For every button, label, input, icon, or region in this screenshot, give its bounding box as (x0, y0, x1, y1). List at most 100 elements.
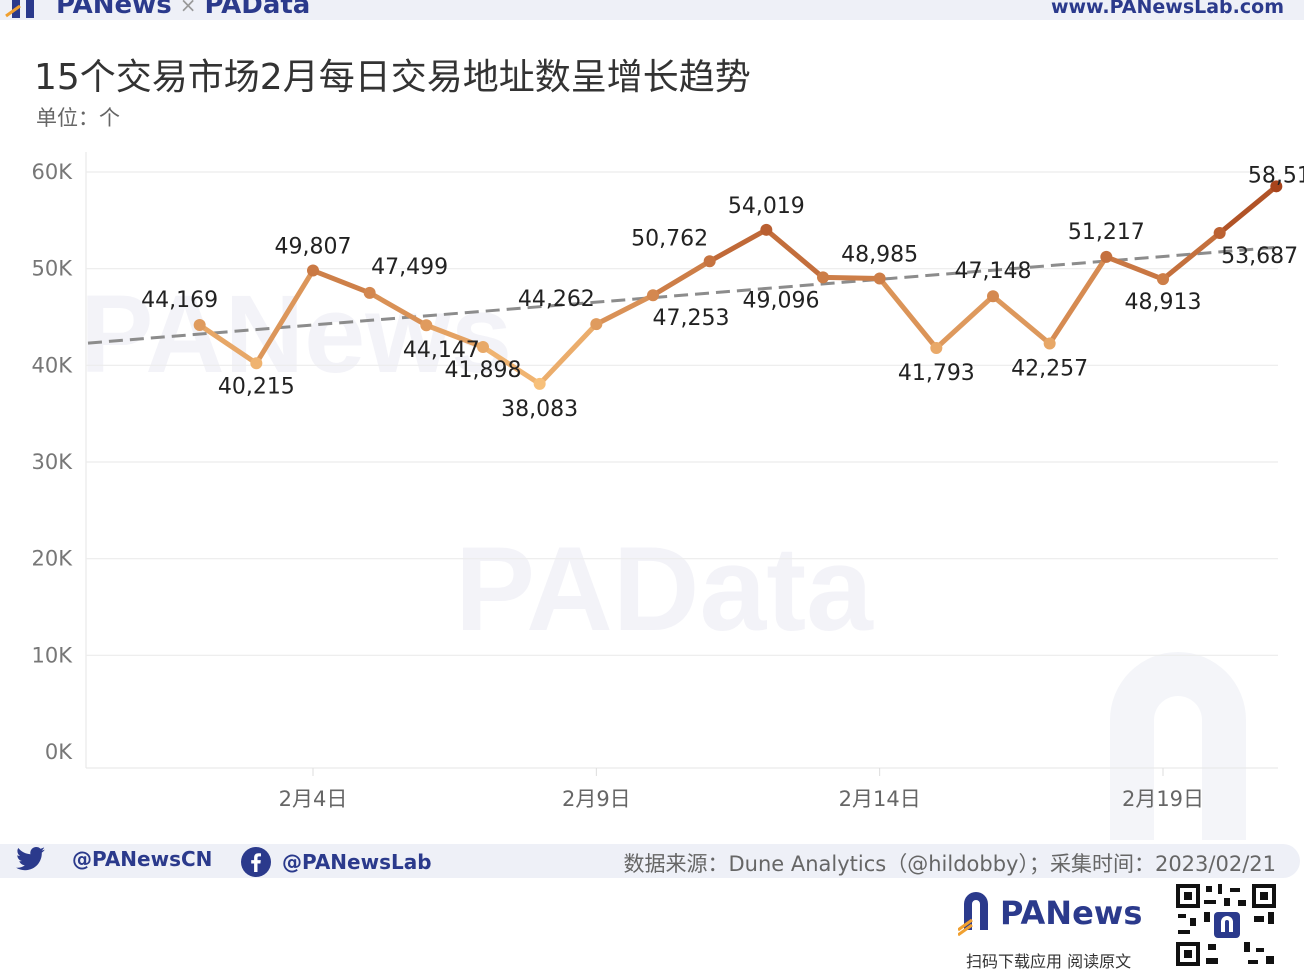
data-label: 48,985 (841, 242, 918, 267)
chart-title: 15个交易市场2月每日交易地址数呈增长趋势 (34, 57, 751, 98)
data-label: 50,762 (631, 226, 708, 251)
data-label: 49,807 (275, 235, 352, 260)
x-tick-label: 2月14日 (839, 787, 921, 811)
brand-header: PANews × PAData (4, 0, 310, 20)
series-segment (990, 293, 1053, 347)
trend-layer (87, 245, 1277, 345)
data-label: 38,083 (501, 397, 578, 422)
data-label: 53,687 (1221, 244, 1298, 269)
facebook-label: @PANewsLab (282, 850, 432, 874)
twitter-icon (16, 847, 45, 871)
brand-separator: × (179, 0, 197, 17)
y-tick-label: 60K (32, 160, 74, 184)
data-source: 数据来源：Dune Analytics（@hildobby）；采集时间：2023… (623, 852, 1276, 876)
twitter-handle[interactable]: @PANewsCN (16, 846, 212, 872)
data-point (307, 264, 319, 277)
y-tick-label: 0K (45, 740, 73, 764)
watermark-layer: PANews PAData (80, 273, 1246, 840)
data-point (817, 271, 829, 284)
data-point (193, 319, 206, 332)
series-segment (1160, 230, 1223, 282)
series-segment (763, 227, 826, 280)
trend-line (87, 245, 1277, 345)
series-segment (197, 322, 259, 366)
data-label: 44,262 (518, 287, 595, 312)
data-point (1043, 337, 1056, 350)
unit-label: 单位：个 (36, 106, 120, 130)
series-segment (367, 290, 429, 328)
data-label: 40,215 (218, 374, 295, 399)
series-segment (537, 321, 599, 387)
footer-bar (0, 844, 1300, 878)
series-segment (820, 274, 883, 281)
download-tagline: 扫码下载应用 阅读原文 (966, 952, 1132, 971)
data-label: 54,019 (728, 194, 805, 219)
data-point (250, 357, 263, 370)
y-tick-label: 20K (32, 547, 74, 571)
y-tick-label: 50K (32, 257, 74, 281)
brand-panews: PANews (56, 0, 172, 20)
watermark-padata: PAData (455, 522, 874, 656)
series-layer (193, 180, 1283, 390)
series-segment (253, 268, 316, 366)
watermark-panews: PANews (80, 273, 512, 396)
data-point (873, 272, 886, 285)
data-label: 44,147 (403, 338, 480, 363)
data-point (703, 255, 716, 268)
grid-layer (85, 152, 1278, 769)
data-point (760, 223, 773, 236)
data-label: 58,519 (1248, 163, 1304, 188)
data-point (420, 319, 433, 332)
data-label: 47,499 (371, 255, 448, 280)
x-tick-label: 2月9日 (562, 787, 631, 811)
data-label: 41,898 (445, 358, 522, 383)
data-point (477, 340, 489, 353)
data-point (1100, 250, 1113, 263)
series-segment (1047, 254, 1109, 347)
data-point (930, 342, 943, 355)
panews-logo-icon (958, 892, 988, 936)
data-point (1270, 180, 1283, 193)
data-point (533, 377, 546, 390)
twitter-label: @PANewsCN (72, 847, 213, 871)
data-label: 51,217 (1068, 220, 1145, 245)
series-segment (423, 322, 486, 350)
panews-footer-logo[interactable]: PANews (958, 890, 1142, 936)
series-segment (480, 344, 543, 387)
facebook-handle[interactable]: @PANewsLab (240, 846, 432, 878)
x-tick-label: 2月4日 (279, 787, 348, 811)
y-tick-label: 30K (32, 450, 74, 474)
series-segment (707, 227, 769, 264)
top-brand-bar: PANews × PAData www.PANewsLab.com (0, 0, 1304, 20)
brand-padata: PAData (204, 0, 311, 20)
series-segment (310, 268, 373, 296)
watermark-logo-icon (1110, 652, 1246, 840)
panews-logo-icon (5, 0, 34, 18)
series-segment (1103, 254, 1166, 282)
x-tick-label: 2月19日 (1122, 787, 1204, 811)
series-segment (650, 258, 713, 298)
data-label: 44,169 (141, 288, 218, 313)
data-label: 47,253 (653, 306, 730, 331)
data-point (1157, 273, 1169, 286)
data-label: 48,913 (1125, 290, 1202, 315)
series-segment (593, 292, 656, 327)
y-tick-label: 40K (32, 353, 74, 377)
facebook-icon (241, 847, 271, 877)
footer-logo-text: PANews (1000, 894, 1143, 932)
series-segment (933, 293, 996, 351)
data-point (1213, 227, 1226, 240)
qr-code-icon[interactable] (1174, 882, 1278, 968)
data-label: 47,148 (955, 259, 1032, 284)
data-label: 42,257 (1011, 357, 1088, 382)
y-tick-label: 10K (32, 643, 74, 667)
data-label: 41,793 (898, 361, 975, 386)
data-point (987, 290, 999, 303)
series-segment (877, 275, 939, 351)
axis-layer: 0K 10K 20K 30K 40K 50K 60K 2月4日 2月9日 2月14日 2月19日 (32, 160, 1205, 811)
series-segment (1217, 183, 1279, 236)
data-label: 49,096 (743, 288, 820, 313)
site-url[interactable]: www.PANewsLab.com (1050, 0, 1284, 18)
